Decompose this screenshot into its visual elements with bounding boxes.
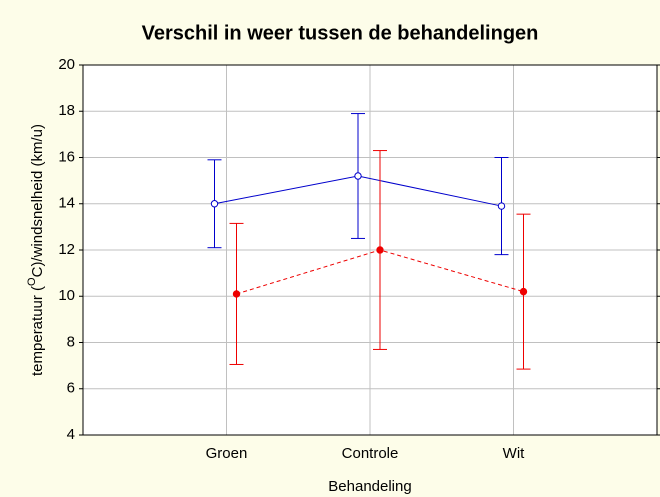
y-tick-label: 14 [58,195,75,212]
y-tick-label: 4 [67,426,75,443]
y-label-superscript: O [26,277,38,286]
marker [232,290,241,298]
y-axis-label: temperatuur (OC)/windsnelheid (km/u) [26,124,46,376]
y-tick-label: 12 [58,241,75,258]
y-tick-label: 18 [58,102,75,119]
y-tick-label: 6 [67,380,75,397]
x-tick-label: Controle [342,445,399,462]
x-tick-label: Groen [206,445,248,462]
y-tick-label: 8 [67,333,75,350]
marker [519,287,528,296]
marker [210,200,219,208]
x-axis-label: Behandeling [328,478,411,495]
y-tick-label: 16 [58,148,75,165]
y-label-part: C)/windsnelheid (km/u) [29,124,46,277]
marker [354,172,362,180]
y-tick-label: 20 [58,56,75,73]
y-tick-label: 10 [58,287,75,304]
x-tick-label: Wit [503,445,525,462]
plot-frame [82,64,658,436]
y-label-part: temperatuur ( [29,286,46,376]
marker [376,246,384,254]
chart-title: Verschil in weer tussen de behandelingen [142,22,539,44]
marker [497,202,506,210]
